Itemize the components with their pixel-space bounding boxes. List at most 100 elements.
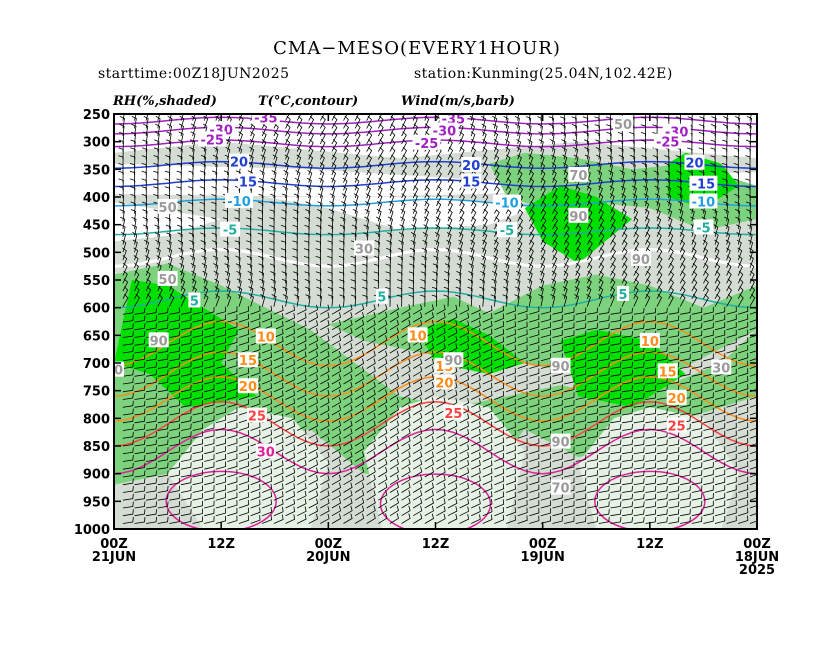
wind-barb-1282 bbox=[316, 286, 322, 299]
wind-barb-833 bbox=[211, 224, 217, 237]
wind-barb-1922 bbox=[726, 376, 737, 385]
wind-barb-2296 bbox=[598, 431, 610, 439]
wind-barb-1891 bbox=[366, 373, 376, 385]
wind-barb-2161 bbox=[308, 413, 319, 424]
wind-barb-1932 bbox=[204, 384, 215, 393]
wind-barb-2913 bbox=[738, 515, 749, 524]
wind-barb-1395 bbox=[354, 304, 365, 315]
wind-barb-503 bbox=[211, 178, 217, 191]
wind-barb-1886 bbox=[308, 374, 319, 385]
wind-barb-575 bbox=[412, 185, 419, 199]
wind-barb-863 bbox=[563, 224, 570, 238]
wind-barb-2443 bbox=[389, 451, 399, 462]
wind-barb-237 bbox=[319, 139, 326, 152]
wind-barb-2874 bbox=[285, 514, 296, 524]
wind-barb-2238 bbox=[564, 423, 575, 431]
wind-barb-2029 bbox=[691, 392, 703, 400]
wind-barb-976 bbox=[598, 239, 605, 253]
wind-barb-1262 bbox=[726, 278, 732, 292]
wind-barb-2748 bbox=[738, 492, 749, 501]
wind-barb-2625 bbox=[587, 477, 598, 486]
wind-barb-2080 bbox=[645, 400, 657, 408]
wind-barb-1042 bbox=[726, 247, 731, 261]
wind-barb-2698 bbox=[157, 493, 169, 501]
wind-barb-1488 bbox=[157, 323, 169, 331]
wind-barb-270 bbox=[698, 139, 705, 152]
wind-barb-1346 bbox=[420, 294, 426, 307]
wind-barb-2098 bbox=[215, 407, 226, 416]
wind-barb-520 bbox=[412, 177, 419, 191]
wind-barb-2274 bbox=[343, 428, 353, 439]
wind-barb-1690 bbox=[587, 346, 598, 354]
wind-barb-1398 bbox=[389, 304, 399, 315]
wind-barb-105 bbox=[699, 116, 705, 129]
wind-barb-2353 bbox=[622, 439, 633, 447]
wind-barb-2501 bbox=[424, 459, 434, 470]
wind-barb-2865 bbox=[180, 516, 192, 524]
wind-barb-2583 bbox=[738, 468, 749, 478]
wind-barb-1957 bbox=[494, 383, 505, 393]
wind-barb-2170 bbox=[412, 412, 423, 424]
wind-barb-1662 bbox=[262, 344, 273, 354]
wind-barb-2427 bbox=[204, 454, 215, 462]
wind-barb-2601 bbox=[308, 475, 319, 486]
wind-barb-2090 bbox=[122, 408, 134, 416]
wind-barb-355 bbox=[412, 154, 419, 168]
wind-barb-1300 bbox=[526, 286, 532, 299]
wind-barb-1122 bbox=[373, 263, 380, 276]
wind-barb-2234 bbox=[517, 422, 528, 431]
wind-barb-1324 bbox=[169, 293, 175, 307]
wind-barb-2420 bbox=[122, 454, 134, 462]
wind-barb-2782 bbox=[494, 499, 505, 509]
wind-barb-1975 bbox=[703, 384, 714, 393]
wind-barb-2749 bbox=[749, 497, 757, 501]
wind-barb-1887 bbox=[320, 374, 330, 385]
wind-barb-2607 bbox=[378, 474, 388, 486]
wind-barb-2171 bbox=[424, 412, 434, 424]
wind-barb-2535 bbox=[180, 470, 192, 478]
wind-barb-696 bbox=[540, 201, 547, 214]
wind-barb-2413 bbox=[680, 446, 691, 455]
wind-barb-1000 bbox=[234, 248, 241, 261]
wind-barb-2168 bbox=[389, 412, 399, 424]
wind-barb-2794 bbox=[633, 501, 645, 509]
wind-barb-1243 bbox=[503, 278, 509, 292]
contour-label-bg-13 bbox=[439, 114, 468, 126]
wind-barb-2455 bbox=[529, 453, 540, 462]
wind-barb-1115 bbox=[292, 263, 298, 276]
wind-barb-899 bbox=[339, 232, 345, 245]
wind-barb-376 bbox=[652, 155, 659, 168]
wind-barb-2914 bbox=[749, 520, 757, 524]
wind-barb-1225 bbox=[293, 278, 299, 292]
wind-barb-1562 bbox=[378, 327, 388, 338]
wind-barb-1674 bbox=[401, 342, 411, 354]
wind-barb-2646 bbox=[192, 485, 203, 493]
wind-barb-815 bbox=[645, 216, 650, 230]
wind-barb-1040 bbox=[703, 247, 709, 261]
wind-barb-2006 bbox=[424, 389, 434, 400]
wind-barb-23 bbox=[389, 114, 394, 121]
wind-barb-320 bbox=[641, 147, 647, 160]
wind-barb-1252 bbox=[610, 278, 616, 292]
wind-barb-1942 bbox=[320, 382, 330, 393]
wind-barb-2077 bbox=[610, 400, 622, 408]
wind-barb-2091 bbox=[134, 408, 146, 416]
wind-barb-1394 bbox=[343, 304, 353, 315]
wind-barb-2338 bbox=[447, 436, 458, 447]
wind-barb-865 bbox=[586, 224, 593, 237]
wind-barb-1959 bbox=[517, 383, 528, 393]
wind-barb-354 bbox=[401, 154, 407, 168]
wind-barb-1604 bbox=[227, 337, 238, 346]
wind-barb-2785 bbox=[529, 500, 540, 509]
wind-barb-2847 bbox=[610, 509, 622, 517]
wind-barb-1625 bbox=[471, 336, 481, 346]
wind-barb-2686 bbox=[656, 485, 668, 493]
wind-barb-587 bbox=[552, 185, 558, 199]
wind-barb-2393 bbox=[447, 444, 458, 455]
wind-barb-1623 bbox=[447, 335, 458, 346]
wind-barb-2549 bbox=[343, 466, 353, 478]
wind-barb-844 bbox=[339, 224, 346, 237]
wind-barb-278 bbox=[153, 147, 160, 160]
wind-barb-207 bbox=[606, 131, 612, 144]
wind-barb-1100 bbox=[122, 262, 128, 276]
